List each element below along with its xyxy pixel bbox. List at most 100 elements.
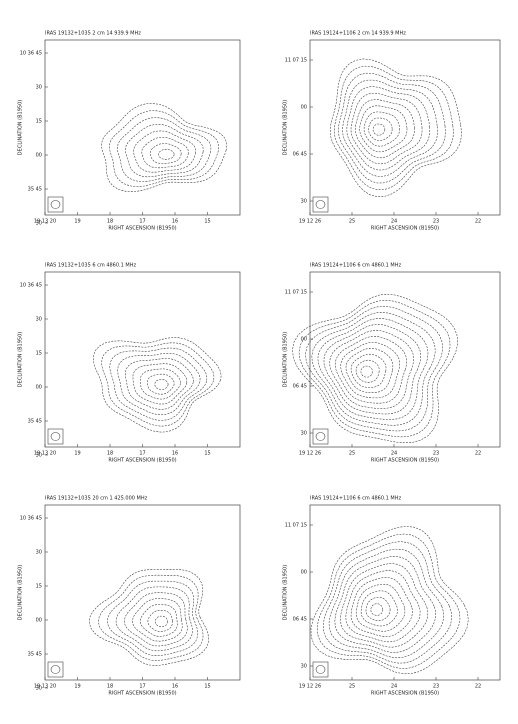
contour: [147, 373, 175, 395]
contour: [115, 586, 193, 652]
y-tick-label: 10 36 45: [20, 516, 42, 522]
x-tick-label: 19 13 20: [34, 451, 56, 457]
contour: [338, 72, 446, 184]
y-tick-label: 30: [36, 317, 42, 323]
beam: [50, 665, 61, 674]
frame: [309, 271, 501, 448]
contour: [107, 580, 199, 656]
x-tick-label: 19: [74, 684, 80, 690]
y-tick-label: 30: [301, 199, 307, 205]
x-axis-label: RIGHT ASCENSION (B1950): [108, 458, 176, 464]
y-axis-label: DECLINATION (B1950): [18, 100, 24, 155]
contour: [340, 342, 400, 399]
contour: [125, 124, 204, 178]
y-tick-label: 06 45: [293, 152, 307, 158]
y-tick-label: 10 36 45: [20, 51, 42, 57]
contour: [370, 603, 384, 616]
contour: [125, 358, 194, 410]
contour: [117, 117, 212, 182]
y-tick-label: 30: [36, 85, 42, 91]
x-axis-label: RIGHT ASCENSION (B1950): [108, 226, 176, 232]
contour: [372, 123, 386, 136]
contour: [147, 609, 173, 632]
x-tick-label: 18: [107, 451, 113, 457]
x-axis-label: RIGHT ASCENSION (B1950): [371, 458, 439, 464]
y-tick-label: 11 07 15: [285, 523, 307, 529]
contour: [109, 110, 220, 187]
contour: [154, 379, 169, 390]
y-tick-label: 30: [301, 431, 307, 437]
contour: [355, 99, 415, 159]
beam: [50, 432, 61, 441]
contour: [355, 359, 380, 383]
panel-title: IRAS 19132+1035 2 cm 14 939.9 MHz: [45, 31, 141, 37]
contour: [350, 353, 387, 388]
x-tick-label: 17: [139, 219, 145, 225]
x-tick-label: 15: [204, 219, 210, 225]
contour: [292, 293, 458, 444]
contour: [141, 136, 189, 169]
panel-title: IRAS 19132+1035 6 cm 4860.1 MHz: [45, 263, 136, 269]
contour: [101, 342, 215, 427]
frame: [309, 39, 501, 216]
contour: [329, 330, 414, 409]
y-tick-label: 00: [36, 385, 42, 391]
x-tick-label: 23: [433, 219, 439, 225]
y-tick-label: 35 45: [28, 187, 42, 193]
beam-box: [47, 661, 64, 678]
contour: [132, 363, 188, 405]
contour: [342, 79, 438, 177]
y-axis-label: DECLINATION (B1950): [283, 100, 289, 155]
y-axis-label: DECLINATION (B1950): [18, 332, 24, 387]
contour: [317, 318, 429, 420]
contour: [322, 541, 453, 664]
y-axis-label: DECLINATION (B1950): [283, 565, 289, 620]
panel-title: IRAS 19132+1035 20 cm 1 425.000 MHz: [45, 496, 148, 502]
x-tick-label: 23: [433, 684, 439, 690]
contour: [365, 597, 391, 621]
x-axis-label: RIGHT ASCENSION (B1950): [108, 691, 176, 697]
contour: [334, 556, 436, 653]
y-tick-label: 30: [36, 221, 42, 227]
x-tick-label: 16: [172, 451, 178, 457]
beam-box: [47, 196, 64, 213]
x-tick-label: 19 12 26: [299, 451, 321, 457]
x-tick-label: 19: [74, 451, 80, 457]
contour: [93, 337, 222, 433]
beam-box: [47, 428, 64, 445]
y-tick-label: 00: [36, 618, 42, 624]
x-tick-label: 15: [204, 684, 210, 690]
x-tick-label: 17: [139, 684, 145, 690]
x-axis-label: RIGHT ASCENSION (B1950): [371, 691, 439, 697]
x-axis-label: RIGHT ASCENSION (B1950): [371, 226, 439, 232]
beam: [315, 200, 326, 209]
contour: [139, 368, 181, 400]
contour: [355, 583, 406, 632]
y-tick-label: 15: [36, 584, 42, 590]
y-tick-label: 35 45: [28, 652, 42, 658]
contour: [340, 563, 429, 648]
contour: [368, 117, 393, 141]
y-tick-label: 15: [36, 351, 42, 357]
contour: [158, 149, 175, 160]
panel-title: IRAS 19124+1106 6 cm 4860.1 MHz: [310, 263, 401, 269]
contour: [311, 312, 436, 426]
contour: [149, 143, 182, 164]
contour: [350, 92, 423, 165]
y-tick-label: 11 07 15: [285, 58, 307, 64]
frame: [44, 271, 241, 448]
y-tick-label: 15: [36, 119, 42, 125]
contour: [360, 365, 373, 378]
contour: [346, 86, 431, 171]
x-tick-label: 15: [204, 451, 210, 457]
contour: [132, 598, 183, 642]
y-tick-label: 30: [36, 453, 42, 459]
panel-title: IRAS 19124+1106 6 cm 4860.1 MHz: [310, 496, 401, 502]
panel-title: IRAS 19124+1106 2 cm 14 939.9 MHz: [310, 31, 406, 37]
contour: [363, 111, 400, 147]
beam: [50, 200, 61, 209]
y-tick-label: 10 36 45: [20, 283, 42, 289]
x-tick-label: 25: [349, 451, 355, 457]
x-tick-label: 24: [391, 684, 397, 690]
